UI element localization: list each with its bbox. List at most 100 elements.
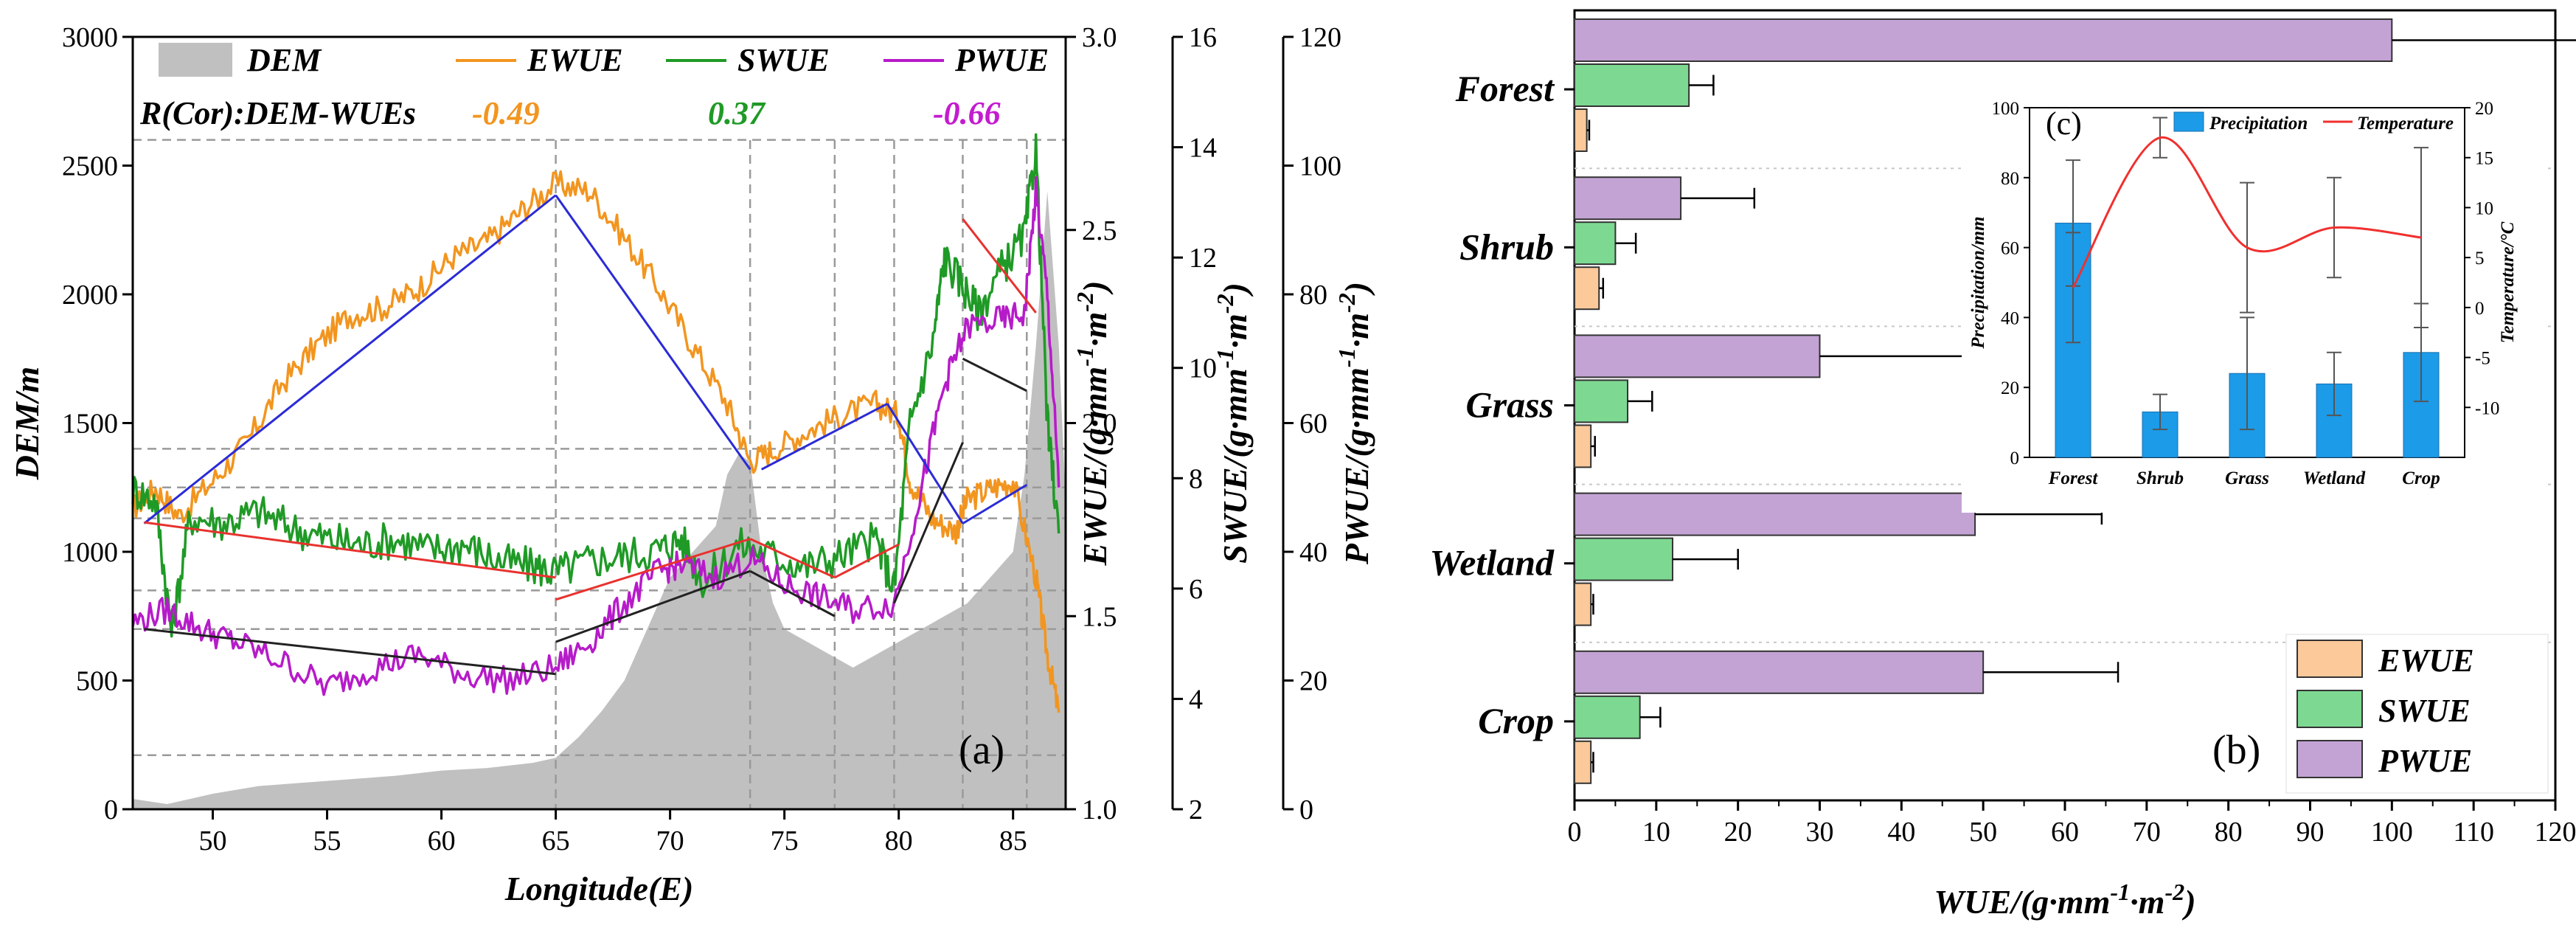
y-axis-label-ewue: EWUE/(g·mm-1·m-2) [1072,281,1114,567]
trend-line [760,402,888,471]
legend-label-swue: SWUE [2378,693,2471,729]
x-tick-label: 65 [542,825,570,856]
legend-swatch-precipitation [2173,111,2204,132]
legend-swatch-ewue [2296,640,2363,678]
right-tick-label: 1.0 [1082,794,1117,825]
y-tick-label: 1500 [62,409,118,440]
right-tick-label: 80 [1299,280,1327,311]
right-tick-label: 60 [1299,409,1327,440]
trend-line [749,569,836,617]
y2-tick-label-c: 20 [2475,99,2493,119]
x-tick-label: 20 [1724,817,1752,848]
trend-line [962,483,1028,524]
category-label-c: Wetland [2303,468,2366,488]
right-tick-label: 40 [1299,537,1327,568]
dem-area [133,191,1066,809]
x-tick-label: 50 [1969,817,1997,848]
bar-swue [1574,221,1617,266]
x-axis-label-b: WUE/(g·mm-1·m-2) [1934,879,2195,921]
bar-swue [1574,695,1641,739]
legend-label-ewue: EWUE [527,42,623,78]
series-line-pwue [131,176,1060,696]
right-tick-label: 4 [1189,684,1203,715]
x-tick-label: 60 [428,825,456,856]
y2-axis-label-c: Temperature/°C [2498,221,2518,343]
temperature-line [2072,136,2422,288]
correlation-value-pwue: -0.66 [933,95,1001,131]
right-tick-label: 8 [1189,463,1203,494]
right-tick-label: 2.0 [1082,409,1117,440]
x-tick-label: 60 [2051,817,2079,848]
y2-tick-label-c: -10 [2475,398,2499,418]
y-tick-label-c: 40 [2001,308,2019,328]
y-tick-label-c: 100 [1992,99,2020,119]
x-tick-label: 0 [1568,817,1582,848]
right-tick-label: 16 [1189,22,1217,53]
y-tick-label-c: 60 [2001,239,2019,259]
trend-line [893,442,964,604]
right-tick-label: 1.5 [1082,601,1117,632]
legend-label-ewue: EWUE [2378,643,2474,679]
bar-ewue [1574,266,1600,311]
x-tick-label: 100 [2371,817,2413,848]
bar-pwue [1574,18,2393,62]
y-tick-label: 3000 [62,22,118,53]
category-label-c: Shrub [2136,468,2184,488]
y-axis-label-c: Precipitation/mm [1968,216,1988,349]
right-tick-label: 0 [1299,794,1313,825]
series-line-swue [131,133,1060,638]
panel-a: 50 55 60 65 70 75 80 85Longitude(E)050010001500… [8,22,1375,907]
y-axis-label-dem: DEM/m [8,367,46,480]
panel-label-b: (b) [2212,727,2260,773]
trend-line [962,218,1037,314]
bar-pwue [1574,492,1976,536]
category-label: Grass [1466,384,1554,426]
y-axis-label-pwue: PWUE/(g·mm-1·m-2) [1333,282,1375,565]
right-tick-label: 6 [1189,574,1203,605]
bar-pwue [1574,176,1682,221]
y-tick-label: 2500 [62,151,118,182]
legend-b: EWUE SWUE PWUE [2285,634,2549,794]
x-axis-label: Longitude(E) [504,870,694,907]
bar-swue [1574,537,1673,581]
legend-label-swue: SWUE [737,42,830,78]
x-tick-label: 55 [313,825,341,856]
bar-ewue [1574,424,1592,468]
x-tick-label: 90 [2296,817,2325,848]
y2-tick-label-c: 5 [2475,249,2485,269]
right-tick-label: 2 [1189,794,1203,825]
right-tick-label: 2.5 [1082,215,1117,246]
y-axis-label-swue: SWUE/(g·mm-1·m-2) [1212,283,1254,564]
x-tick-label: 110 [2453,817,2494,848]
x-tick-label: 120 [2535,817,2576,848]
legend-label-precipitation: Precipitation [2209,114,2308,134]
bar-swue [1574,63,1690,107]
legend-label-pwue: PWUE [954,42,1049,78]
category-label-c: Grass [2225,468,2269,488]
y-tick-label: 1000 [62,537,118,568]
x-tick-label: 80 [885,825,913,856]
y-tick-label: 2000 [62,280,118,311]
right-tick-label: 14 [1189,133,1217,164]
category-label: Forest [1455,68,1555,109]
panel-label-c: (c) [2046,105,2082,142]
x-tick-label: 30 [1806,817,1834,848]
trend-line [143,194,557,524]
y-tick-label-c: 0 [2010,449,2020,468]
bar-ewue [1574,582,1592,626]
x-tick-label: 80 [2215,817,2243,848]
bar-pwue [1574,334,1821,378]
category-label: Shrub [1459,226,1554,267]
bar-ewue [1574,108,1588,152]
trend-line [834,543,900,579]
right-tick-label: 120 [1299,22,1341,53]
trend-line [555,538,751,601]
trend-line [749,538,836,579]
y2-tick-label-c: 0 [2475,299,2485,319]
bar-ewue [1574,740,1592,784]
y2-tick-label-c: 10 [2475,198,2493,218]
panel-c: Forest Shrub Grass Wetland Crop020406080100-… [1962,96,2544,513]
right-tick-label: 3.0 [1082,22,1117,53]
